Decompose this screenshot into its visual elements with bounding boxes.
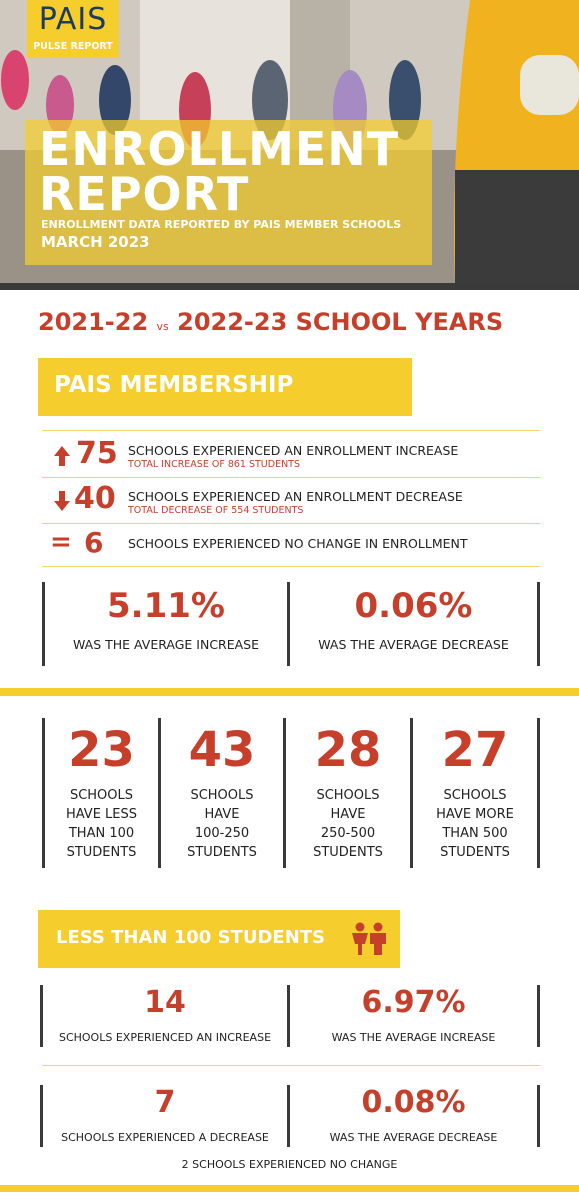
divider bbox=[42, 582, 45, 666]
divider bbox=[410, 718, 413, 868]
row-text: SCHOOLS EXPERIENCED AN ENROLLMENT INCREA… bbox=[128, 443, 459, 458]
group-count: 28 bbox=[314, 722, 382, 778]
people-icon bbox=[352, 922, 386, 955]
divider bbox=[283, 718, 286, 868]
group-label: SCHOOLS bbox=[190, 788, 254, 803]
average-label: WAS THE AVERAGE DECREASE bbox=[318, 637, 509, 652]
average-value: 5.11% bbox=[107, 586, 225, 626]
row-text: SCHOOLS EXPERIENCED AN ENROLLMENT DECREA… bbox=[128, 489, 463, 504]
average-value: 0.06% bbox=[354, 586, 473, 626]
logo-sub: PULSE REPORT bbox=[33, 41, 113, 52]
date: MARCH 2023 bbox=[41, 233, 150, 251]
divider bbox=[537, 582, 540, 666]
group-label: HAVE MORE bbox=[436, 807, 514, 822]
bus-light bbox=[520, 55, 579, 115]
stat-label: SCHOOLS EXPERIENCED AN INCREASE bbox=[58, 1031, 272, 1044]
group-label: THAN 500 bbox=[442, 826, 508, 841]
footnote: 2 SCHOOLS EXPERIENCED NO CHANGE bbox=[181, 1158, 398, 1171]
title-box: ENROLLMENT REPORT ENROLLMENT DATA REPORT… bbox=[25, 120, 432, 265]
row-symbol: = bbox=[50, 527, 72, 557]
group-label: SCHOOLS bbox=[69, 788, 134, 803]
row-note: TOTAL DECREASE OF 554 STUDENTS bbox=[128, 505, 304, 516]
year-left: 2021-22 bbox=[38, 308, 149, 336]
row-count: 6 bbox=[84, 526, 104, 559]
row-count: 40 bbox=[74, 481, 116, 516]
logo-brand: PAIS bbox=[38, 2, 108, 37]
stat-label: WAS THE AVERAGE DECREASE bbox=[329, 1131, 498, 1144]
group-count: 27 bbox=[441, 722, 509, 778]
divider bbox=[287, 1085, 290, 1147]
stat-value: 0.08% bbox=[361, 1085, 466, 1120]
logo: PAIS PULSE REPORT bbox=[27, 0, 119, 58]
divider bbox=[42, 718, 45, 868]
row-count: 75 bbox=[76, 436, 118, 471]
year-right: 2022-23 SCHOOL YEARS bbox=[177, 308, 504, 336]
group-label: THAN 100 bbox=[68, 826, 135, 841]
kid bbox=[99, 65, 131, 135]
divider bbox=[537, 985, 540, 1047]
row-divider bbox=[42, 566, 540, 567]
average-label: WAS THE AVERAGE INCREASE bbox=[72, 637, 260, 652]
group-label: STUDENTS bbox=[187, 845, 257, 860]
small-heading: LESS THAN 100 STUDENTS bbox=[56, 927, 325, 948]
group-label: HAVE LESS bbox=[65, 807, 138, 822]
stat-value: 7 bbox=[154, 1085, 176, 1120]
membership-banner: PAIS MEMBERSHIP bbox=[38, 358, 412, 416]
row-text: SCHOOLS EXPERIENCED NO CHANGE IN ENROLLM… bbox=[128, 536, 468, 551]
up-arrow bbox=[54, 446, 70, 466]
stat-value: 14 bbox=[144, 985, 186, 1020]
group-label: STUDENTS bbox=[313, 845, 383, 860]
small-banner: LESS THAN 100 STUDENTS bbox=[38, 910, 400, 968]
title-line2: REPORT bbox=[39, 167, 250, 221]
comparison-heading: 2021-22 vs 2022-23 SCHOOL YEARS bbox=[38, 308, 503, 336]
vs: vs bbox=[156, 320, 169, 333]
divider bbox=[287, 582, 290, 666]
divider bbox=[40, 1085, 43, 1147]
kid bbox=[1, 50, 29, 110]
group-label: HAVE bbox=[204, 807, 240, 822]
stat-divider bbox=[42, 1065, 540, 1066]
group-count: 43 bbox=[188, 722, 256, 778]
divider bbox=[287, 985, 290, 1047]
stat-label: SCHOOLS EXPERIENCED A DECREASE bbox=[61, 1131, 269, 1144]
divider bbox=[537, 718, 540, 868]
group-label: 100-250 bbox=[194, 826, 250, 841]
divider bbox=[40, 985, 43, 1047]
divider bbox=[158, 718, 161, 868]
hero: PAIS PULSE REPORT ENROLLMENT REPORT ENRO… bbox=[0, 0, 579, 283]
stat-label: WAS THE AVERAGE INCREASE bbox=[331, 1031, 496, 1044]
section-band bbox=[0, 688, 579, 696]
bus-door bbox=[455, 170, 579, 283]
row-note: TOTAL INCREASE OF 861 STUDENTS bbox=[128, 459, 301, 470]
down-arrow bbox=[54, 491, 70, 511]
row-divider bbox=[42, 523, 540, 524]
divider bbox=[537, 1085, 540, 1147]
title-line1: ENROLLMENT bbox=[39, 122, 400, 176]
group-label: STUDENTS bbox=[440, 845, 510, 860]
bottom-band bbox=[0, 1185, 579, 1192]
group-label: SCHOOLS bbox=[443, 788, 507, 803]
group-label: SCHOOLS bbox=[316, 788, 380, 803]
membership-heading: PAIS MEMBERSHIP bbox=[54, 372, 294, 398]
group-label: 250-500 bbox=[320, 826, 376, 841]
stat-value: 6.97% bbox=[361, 985, 466, 1020]
row-divider bbox=[42, 430, 540, 431]
group-count: 23 bbox=[68, 722, 135, 778]
group-label: STUDENTS bbox=[66, 845, 137, 860]
subtitle: ENROLLMENT DATA REPORTED BY PAIS MEMBER … bbox=[41, 218, 402, 231]
group-label: HAVE bbox=[330, 807, 366, 822]
row-divider bbox=[42, 477, 540, 478]
hero-rule bbox=[0, 283, 579, 290]
